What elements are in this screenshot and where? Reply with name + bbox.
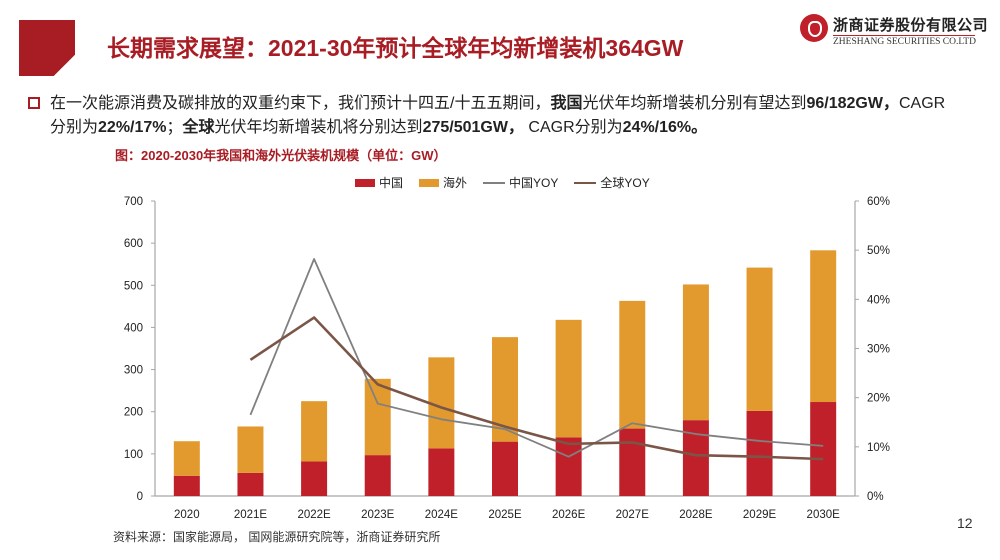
legend-item: 全球YOY	[574, 174, 650, 191]
x-tick-label: 2022E	[297, 509, 331, 521]
bar-china	[428, 448, 455, 496]
bar-china	[682, 420, 709, 496]
text-segment: 在一次能源消费及碳排放的双重约束下，我们预计十四五/十五五期间，	[50, 95, 551, 112]
page-number: 12	[957, 515, 973, 531]
bar-china	[237, 472, 264, 496]
bold-text-segment: 22%/17%	[98, 119, 167, 136]
legend-item: 中国YOY	[483, 174, 558, 191]
page-title: 长期需求展望：2021-30年预计全球年均新增装机364GW	[107, 35, 684, 61]
left-tick-label: 600	[124, 238, 143, 250]
bar-overseas	[364, 378, 391, 456]
bar-china	[810, 402, 837, 496]
bar-overseas	[237, 426, 264, 473]
right-tick-label: 30%	[867, 344, 890, 356]
summary-paragraph: 在一次能源消费及碳排放的双重约束下，我们预计十四五/十五五期间，我国光伏年均新增…	[50, 92, 950, 140]
x-tick-label: 2025E	[488, 509, 522, 521]
bar-china	[301, 461, 328, 496]
text-segment: CAGR分别为	[50, 95, 946, 136]
text-segment: 光伏年均新增装机将分别达到	[214, 119, 423, 136]
bar-china	[364, 455, 391, 496]
logo-en-text: ZHESHANG SECURITIES CO.LTD	[833, 37, 976, 47]
x-tick-label: 2024E	[425, 509, 459, 521]
legend-label: 中国	[379, 176, 404, 190]
x-tick-label: 2027E	[616, 509, 650, 521]
left-tick-label: 200	[124, 407, 143, 419]
x-tick-label: 2020	[174, 509, 200, 521]
legend-item: 中国	[355, 174, 403, 191]
company-logo: 浙商证券股份有限公司 ZHESHANG SECURITIES CO.LTD	[800, 10, 988, 50]
x-tick-label: 2028E	[679, 509, 713, 521]
right-tick-label: 10%	[867, 442, 890, 454]
text-segment: ；	[166, 119, 183, 136]
source-note: 资料来源：国家能源局， 国网能源研究院等，浙商证券研究所	[113, 530, 441, 544]
bold-text-segment: 24%/16%。	[622, 119, 708, 136]
figure-title: 图：2020-2030年我国和海外光伏装机规模（单位：GW）	[115, 148, 447, 163]
logo-divider	[833, 35, 975, 36]
right-tick-label: 60%	[867, 196, 890, 208]
left-tick-label: 100	[124, 449, 143, 461]
legend-swatch	[355, 178, 375, 187]
bar-china	[173, 475, 200, 496]
x-tick-label: 2030E	[807, 509, 841, 521]
legend-swatch	[419, 178, 440, 187]
legend-line-swatch	[574, 181, 597, 184]
bar-overseas	[301, 401, 328, 462]
x-tick-label: 2021E	[234, 509, 268, 521]
bar-overseas	[810, 250, 837, 403]
bar-overseas	[619, 300, 646, 429]
legend-line-swatch	[483, 181, 506, 184]
legend-item: 海外	[419, 174, 467, 191]
x-tick-label: 2026E	[552, 509, 586, 521]
bar-overseas	[173, 441, 200, 476]
right-tick-label: 40%	[867, 294, 890, 306]
logo-cn-text: 浙商证券股份有限公司	[833, 17, 989, 34]
right-tick-label: 50%	[867, 245, 890, 257]
bar-overseas	[746, 267, 773, 411]
x-tick-label: 2023E	[361, 509, 395, 521]
bold-text-segment: 96/182GW，	[806, 95, 899, 112]
legend-label: 中国YOY	[509, 176, 559, 190]
bar-china	[555, 437, 582, 496]
bold-text-segment: 275/501GW，	[422, 119, 524, 136]
logo-mark-icon	[800, 14, 828, 42]
left-tick-label: 0	[137, 491, 143, 503]
x-tick-label: 2029E	[743, 509, 777, 521]
legend-label: 海外	[443, 176, 468, 190]
bar-china	[619, 428, 646, 496]
left-tick-label: 500	[124, 280, 143, 292]
bar-overseas	[555, 319, 582, 438]
bold-text-segment: 我国	[550, 95, 583, 112]
text-segment: CAGR分别为	[523, 119, 623, 136]
right-tick-label: 20%	[867, 393, 890, 405]
bullet-square-icon	[28, 97, 40, 109]
right-tick-label: 0%	[867, 491, 884, 503]
chart-legend: 中国 海外 中国YOY 全球YOY	[355, 174, 666, 191]
left-tick-label: 700	[124, 196, 143, 208]
bold-text-segment: 全球	[182, 119, 215, 136]
left-tick-label: 400	[124, 322, 143, 334]
bar-overseas	[682, 284, 709, 421]
text-segment: 光伏年均新增装机分别有望达到	[582, 95, 807, 112]
line-china-yoy	[249, 258, 824, 458]
bar-china	[492, 441, 518, 496]
left-tick-label: 300	[124, 365, 143, 377]
bar-overseas	[428, 357, 455, 449]
bar-china	[746, 410, 773, 496]
legend-label: 全球YOY	[600, 176, 650, 190]
line-global-yoy	[249, 316, 824, 461]
